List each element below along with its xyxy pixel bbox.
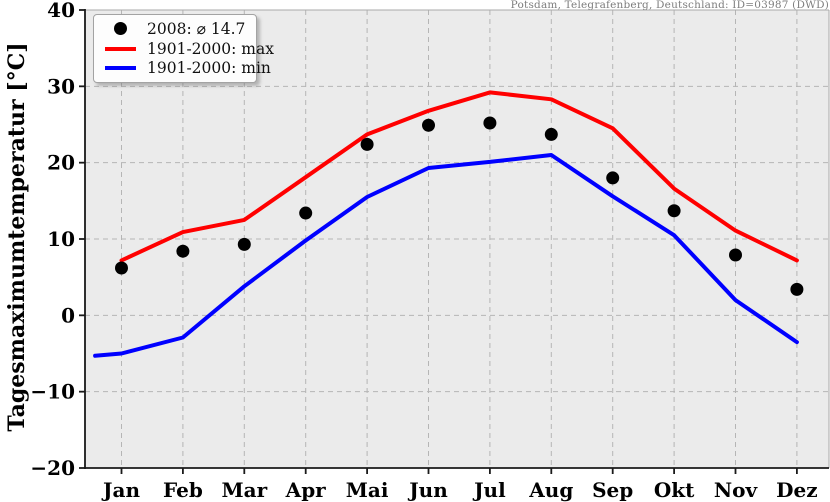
data-point-2008: [606, 171, 620, 185]
dot-marker-icon: [105, 22, 136, 36]
data-point-2008: [176, 244, 190, 258]
x-tick-label: Jun: [407, 478, 448, 502]
x-tick-label: Apr: [285, 478, 327, 502]
data-point-2008: [115, 261, 128, 275]
data-point-2008: [729, 248, 742, 262]
x-tick-label: Jul: [472, 478, 506, 502]
x-tick-label: Dez: [776, 478, 817, 502]
y-tick-label: 0: [61, 303, 75, 327]
x-tick-label: Aug: [528, 478, 573, 502]
min-line: [93, 153, 799, 358]
data-point-2008: [790, 282, 804, 296]
legend-label-max: 1901-2000: max: [147, 39, 274, 58]
x-tick-label: Nov: [714, 478, 759, 502]
min-line-marker-icon: [105, 66, 136, 71]
legend-item-max: 1901-2000: max: [94, 40, 274, 58]
x-tick-label: Mai: [346, 478, 389, 502]
x-tick-label: Okt: [654, 478, 695, 502]
legend-item-2008: 2008: ⌀ 14.7: [94, 20, 256, 38]
x-tick-label: Jan: [101, 478, 140, 502]
data-point-2008: [237, 237, 251, 251]
y-axis-title: Tagesmaximumtemperatur [°C]: [4, 42, 30, 432]
legend: 2008: ⌀ 14.7 1901-2000: max 1901-2000: m…: [93, 14, 274, 83]
data-point-2008: [360, 137, 374, 151]
legend-label-min: 1901-2000: min: [147, 59, 271, 78]
station-title: Potsdam, Telegrafenberg, Deutschland: ID…: [510, 0, 829, 11]
data-point-2008: [422, 118, 435, 132]
x-tick-label: Sep: [592, 478, 633, 502]
x-tick-label: Mar: [221, 478, 267, 502]
y-tick-label: 40: [47, 0, 75, 22]
y-tick-label: 20: [47, 151, 75, 175]
max-line: [119, 90, 799, 263]
y-tick-label: −10: [30, 380, 75, 404]
y-tick-label: −20: [30, 456, 75, 480]
data-point-2008: [544, 127, 558, 141]
data-point-2008: [483, 116, 497, 130]
y-tick-label: 10: [47, 227, 75, 251]
data-point-2008: [667, 204, 681, 218]
legend-item-min: 1901-2000: min: [94, 59, 271, 77]
legend-label-2008: 2008: ⌀ 14.7: [147, 19, 246, 38]
data-point-2008: [299, 206, 313, 220]
x-tick-label: Feb: [163, 478, 203, 502]
y-tick-label: 30: [47, 74, 75, 98]
max-line-marker-icon: [105, 46, 136, 51]
